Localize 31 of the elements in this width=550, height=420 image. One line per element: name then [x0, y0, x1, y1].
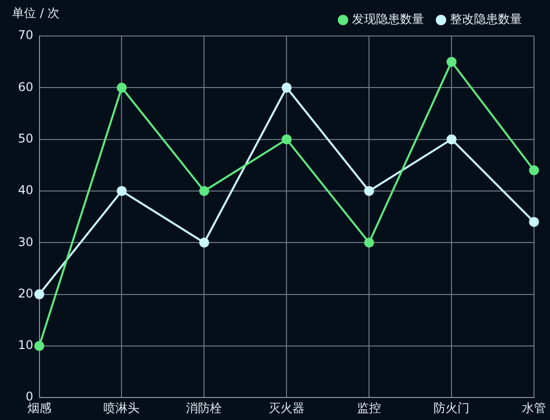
y-tick-label: 20: [18, 286, 34, 300]
point: [282, 134, 292, 144]
x-tick-label: 喷淋头: [104, 400, 140, 415]
point: [34, 289, 44, 300]
point: [116, 186, 127, 196]
y-tick-label: 50: [18, 131, 34, 146]
point: [446, 56, 457, 67]
x-tick-label: 监控: [357, 400, 382, 415]
y-tick-label: 60: [18, 80, 34, 94]
point: [364, 186, 374, 196]
y-tick-label: 40: [18, 183, 34, 198]
legend-label: 整改隐患数量: [450, 12, 522, 26]
point: [446, 134, 457, 144]
x-tick-label: 防火门: [434, 400, 470, 415]
point: [199, 238, 210, 248]
y-axis-title: 单位 / 次: [12, 6, 60, 20]
point: [34, 340, 44, 351]
point: [529, 165, 539, 176]
point: [529, 216, 539, 227]
x-tick-label: 烟感: [27, 400, 52, 415]
x-tick-label: 消防栓: [186, 400, 222, 415]
x-tick-label: 灭火器: [268, 400, 305, 415]
y-tick-label: 10: [18, 338, 34, 352]
point: [199, 186, 210, 196]
y-tick-label: 30: [18, 234, 34, 249]
point: [282, 82, 292, 93]
point: [116, 82, 127, 93]
y-tick-label: 70: [18, 28, 34, 42]
point: [364, 238, 374, 248]
legend-label: 发现隐患数量: [352, 12, 424, 26]
x-tick-label: 水管: [522, 400, 546, 415]
